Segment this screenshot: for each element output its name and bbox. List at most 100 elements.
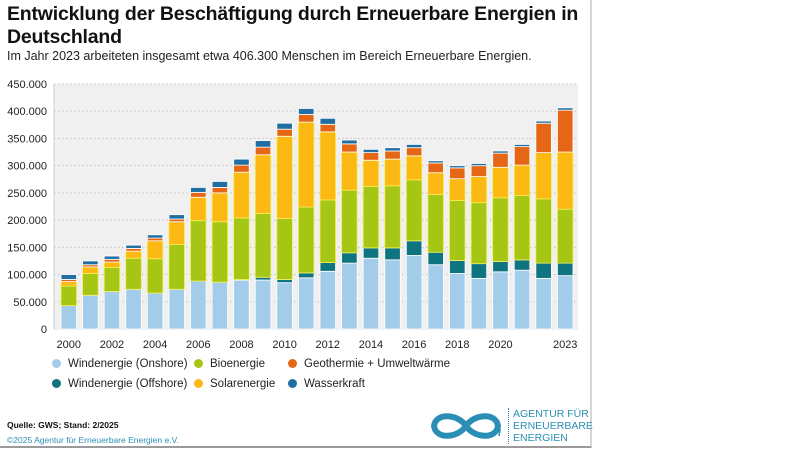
legend-label: Windenergie (Onshore)	[68, 358, 188, 370]
y-tick-label: 50.000	[13, 297, 47, 309]
bar-segment	[298, 114, 315, 123]
x-tick-label: 2006	[186, 339, 210, 351]
bar-segment	[513, 144, 531, 148]
bar-segment	[405, 147, 423, 157]
bar-segment	[298, 272, 315, 279]
infinity-icon	[430, 413, 502, 439]
legend-dot	[194, 359, 203, 368]
bar-segment	[492, 261, 509, 273]
bar-segment	[384, 158, 401, 187]
bar-segment	[470, 202, 488, 265]
bar-segment	[319, 131, 336, 201]
bar-stack-2017	[427, 160, 444, 330]
bar-segment	[513, 259, 531, 271]
bar-stack-2009	[254, 140, 272, 330]
bar-segment	[146, 234, 164, 239]
bar-segment	[103, 261, 121, 268]
bar-segment	[557, 109, 574, 153]
bar-segment	[470, 176, 488, 204]
bar-stack-2021	[513, 144, 531, 330]
x-tick-label: 2008	[229, 339, 253, 351]
bar-segment	[535, 122, 552, 154]
bar-segment	[535, 262, 552, 279]
bar-segment	[298, 277, 315, 330]
bar-segment	[535, 277, 552, 330]
bar-segment	[190, 191, 207, 198]
bar-segment	[405, 179, 423, 242]
bar-stack-2014	[362, 148, 380, 330]
bar-stack-2004	[146, 234, 164, 330]
logo-line: AGENTUR FÜR	[513, 408, 589, 420]
bar-segment	[254, 154, 272, 214]
x-tick-label: 2023	[553, 339, 577, 351]
x-tick-label: 2018	[445, 339, 469, 351]
bar-segment	[276, 122, 293, 130]
bar-segment	[168, 214, 185, 220]
bar-stack-2005	[168, 214, 185, 330]
aee-logo: AGENTUR FÜR ERNEUERBARE ENERGIEN	[428, 406, 593, 446]
chart-title: Entwicklung der Beschäftigung durch Erne…	[7, 3, 579, 48]
bar-segment	[254, 279, 272, 330]
bar-segment	[341, 143, 358, 153]
bar-segment	[168, 288, 185, 330]
x-tick-label: 2002	[100, 339, 124, 351]
legend-item-hydro: Wasserkraft	[288, 378, 365, 390]
bar-stack-2023	[557, 107, 574, 330]
bar-segment	[362, 247, 380, 259]
bar-segment	[319, 270, 336, 330]
bar-segment	[362, 185, 380, 249]
bar-segment	[103, 267, 121, 292]
bar-stack-2019	[470, 163, 488, 330]
bar-segment	[146, 240, 164, 260]
bar-segment	[492, 150, 509, 154]
bar-segment	[82, 273, 99, 296]
y-tick-label: 350.000	[7, 133, 47, 145]
stacked-bar-chart: 0 50.000 100.000 150.000 200.000 250.000 300.0…	[7, 79, 578, 351]
bar-segment	[60, 285, 77, 306]
bar-segment	[492, 166, 509, 199]
bar-segment	[341, 262, 358, 330]
x-tick-label: 2014	[359, 339, 383, 351]
bar-segment	[233, 280, 250, 330]
bar-segment	[449, 273, 466, 330]
bar-segment	[190, 280, 207, 330]
bar-segment	[125, 257, 142, 290]
bar-segment	[449, 178, 466, 201]
bar-segment	[362, 257, 380, 330]
bar-segment	[233, 164, 250, 173]
copyright-note: ©2025 Agentur für Erneuerbare Energien e…	[7, 435, 179, 445]
y-tick-label: 400.000	[7, 106, 47, 118]
bar-segment	[362, 152, 380, 161]
bar-segment	[492, 197, 509, 262]
bar-segment	[276, 282, 293, 330]
bar-stack-2020	[492, 150, 509, 330]
legend-label: Bioenergie	[210, 358, 265, 370]
legend-item-wind-offshore: Windenergie (Offshore)	[52, 378, 187, 390]
bar-segment	[341, 151, 358, 191]
bar-segment	[449, 259, 466, 274]
bar-segment	[125, 288, 142, 330]
x-tick-label: 2000	[57, 339, 81, 351]
x-tick-label: 2012	[316, 339, 340, 351]
logo-line: ERNEUERBARE	[513, 420, 593, 432]
bar-segment	[276, 128, 293, 137]
bar-segment	[103, 258, 121, 263]
bar-segment	[449, 167, 466, 180]
bar-segment	[557, 262, 574, 277]
bar-segment	[211, 187, 229, 194]
bar-segment	[405, 240, 423, 256]
legend-item-geothermal: Geothermie + Umweltwärme	[288, 358, 450, 370]
bar-segment	[470, 263, 488, 279]
bar-segment	[449, 200, 466, 261]
bar-segment	[168, 218, 185, 223]
bar-stack-2007	[211, 181, 229, 330]
bar-segment	[125, 248, 142, 252]
bar-segment	[341, 189, 358, 254]
bar-segment	[276, 218, 293, 280]
bar-stack-2010	[276, 122, 293, 330]
logo-line: ENERGIEN	[513, 432, 568, 444]
bar-segment	[233, 171, 250, 219]
bar-segment	[535, 120, 552, 124]
bar-segment	[427, 194, 444, 253]
bar-segment	[60, 281, 77, 287]
